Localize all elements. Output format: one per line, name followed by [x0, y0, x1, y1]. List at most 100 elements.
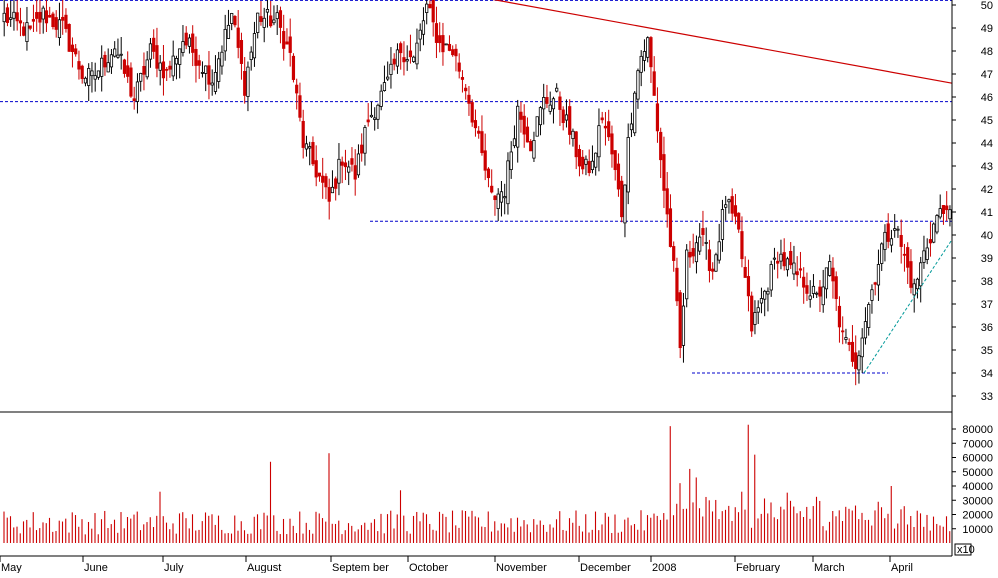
volume-tick-label: 30000 [962, 495, 993, 507]
downtrend-line [492, 0, 953, 84]
candle-body [366, 119, 370, 123]
candle-body [223, 28, 227, 52]
candle-body [132, 98, 136, 102]
candle-body [568, 106, 572, 135]
candle-body [327, 187, 331, 202]
candle-body [590, 160, 595, 171]
candle-body [356, 153, 361, 176]
candle-body [642, 51, 647, 61]
candle-body [490, 185, 494, 193]
candle-body [330, 186, 335, 194]
candle-body [620, 180, 624, 218]
candle-body [821, 286, 825, 306]
candle-body [607, 121, 611, 138]
candle-body [659, 131, 663, 161]
candle-body [129, 67, 133, 97]
candle-body [555, 87, 559, 92]
candle-body [308, 146, 312, 149]
candle-body [876, 264, 881, 286]
month-label: Septem ber [332, 562, 389, 573]
candle-body [386, 76, 390, 80]
candle-body [204, 65, 208, 74]
candle-body [376, 104, 380, 120]
candle-body [161, 61, 166, 79]
candle-body [389, 63, 393, 75]
candle-body [844, 337, 848, 340]
candle-body [174, 57, 179, 65]
candle-body [571, 130, 575, 140]
price-tick-label: 49 [981, 23, 993, 35]
candle-body [860, 337, 864, 358]
chart-frame [0, 0, 953, 557]
candle-body [870, 289, 874, 301]
candle-body [935, 215, 939, 233]
candle-body [311, 142, 315, 165]
candle-body [298, 95, 302, 118]
candle-body [272, 19, 276, 24]
candle-body [464, 87, 468, 92]
candle-body [412, 56, 416, 62]
candle-body [236, 27, 240, 48]
candle-body [80, 65, 84, 79]
candle-body [438, 35, 442, 44]
candle-body [402, 57, 406, 63]
candle-body [646, 37, 650, 58]
candle-body [802, 276, 806, 288]
candle-body [70, 44, 75, 53]
candle-body [483, 150, 487, 171]
candle-body [262, 17, 266, 28]
candle-body [197, 60, 201, 66]
candle-body [399, 43, 403, 54]
price-tick-label: 33 [981, 391, 993, 403]
candle-body [360, 144, 364, 154]
candle-body [64, 14, 68, 29]
volume-multiplier-label: x10 [957, 544, 975, 556]
candle-body [444, 43, 448, 46]
candle-body [616, 163, 621, 190]
month-label: August [247, 562, 281, 573]
candle-body [113, 48, 117, 57]
candle-body [369, 114, 374, 118]
corner-label-box: x10 [954, 543, 975, 556]
candle-body [269, 15, 273, 27]
candle-body [665, 188, 669, 215]
volume-series [3, 424, 951, 543]
candle-body [148, 43, 153, 60]
time-axis: May June July August Septem ber October Novemb… [0, 556, 913, 574]
candle-body [15, 12, 19, 22]
candle-body [548, 104, 552, 112]
price-tick-label: 45 [981, 115, 993, 127]
candle-body [785, 258, 790, 271]
candle-body [126, 65, 130, 77]
candle-body [717, 241, 721, 261]
candle-body [470, 102, 474, 123]
price-tick-label: 35 [981, 345, 993, 357]
candle-body [233, 15, 237, 26]
candle-body [347, 166, 351, 173]
candle-body [25, 22, 29, 42]
candle-body [421, 20, 426, 35]
candle-body [96, 70, 101, 78]
candle-body [847, 342, 851, 345]
candle-body [431, 0, 435, 23]
candle-body [282, 31, 286, 49]
candle-body [691, 248, 695, 257]
candlestick-series [2, 0, 952, 386]
candle-body [805, 285, 809, 294]
candle-body [434, 23, 439, 43]
month-label: March [814, 562, 845, 573]
candle-body [93, 75, 97, 80]
candle-body [343, 162, 348, 168]
candle-body [727, 199, 731, 203]
candle-body [581, 156, 585, 170]
price-tick-label: 41 [981, 207, 993, 219]
candle-body [769, 264, 773, 291]
trendlines [492, 0, 953, 374]
candle-body [532, 140, 536, 159]
volume-tick-label: 60000 [962, 453, 993, 465]
candle-body [181, 41, 185, 53]
candle-body [623, 184, 627, 224]
candle-body [194, 48, 198, 66]
candle-body [425, 3, 429, 13]
